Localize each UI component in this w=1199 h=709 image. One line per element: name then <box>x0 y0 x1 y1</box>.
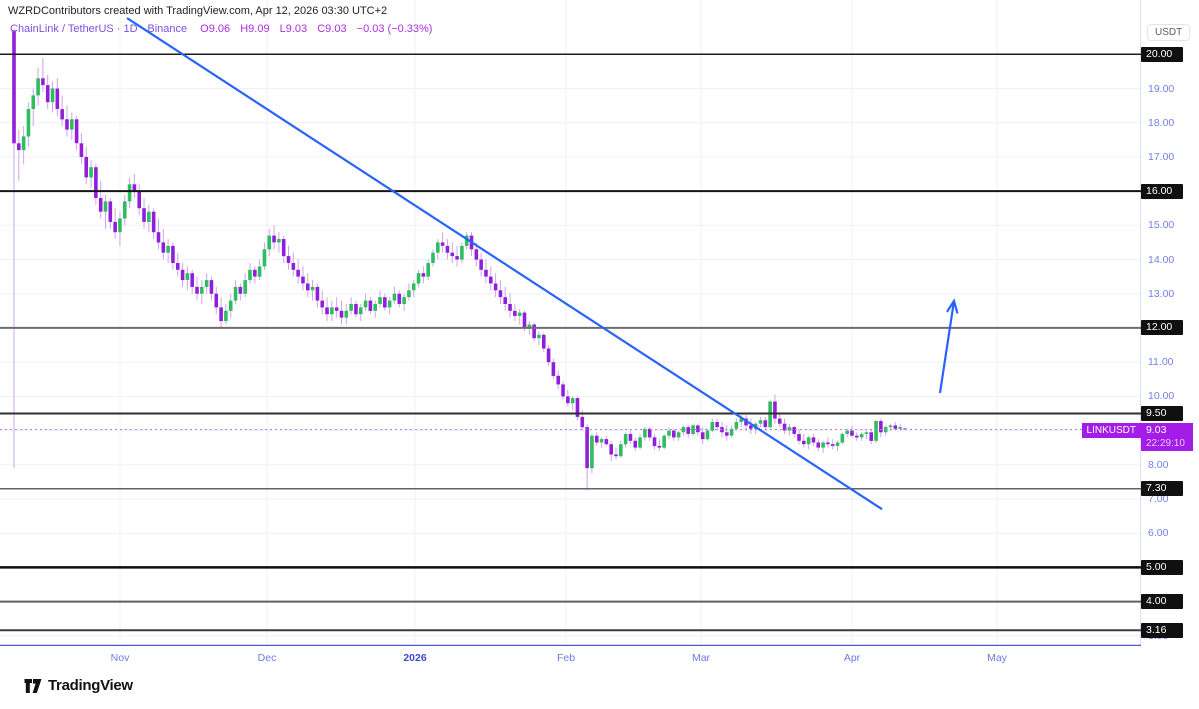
attribution-text: WZRDContributors created with TradingVie… <box>8 5 388 17</box>
price-tick-label: 7.00 <box>1148 493 1169 505</box>
levels-layer[interactable] <box>0 53 1141 632</box>
price-tick-label: 13.00 <box>1148 288 1175 300</box>
tradingview-logo[interactable]: TradingView <box>24 677 133 694</box>
price-level-badge: 16.00 <box>1141 184 1183 199</box>
symbol-bar: ChainLink / TetherUS · 1D · Binance O9.0… <box>10 23 432 35</box>
price-level-badge: 20.00 <box>1141 47 1183 62</box>
currency-toggle-button[interactable]: USDT <box>1147 24 1191 41</box>
time-axis-label: 2026 <box>403 652 427 664</box>
price-level-badge: 4.00 <box>1141 594 1183 609</box>
time-axis[interactable]: Nov Dec 2026 Feb Mar Apr May <box>0 646 1199 670</box>
price-tick-label: 8.00 <box>1148 459 1169 471</box>
tradingview-logo-text: TradingView <box>48 677 133 694</box>
bar-countdown: 22:29:10 <box>1146 438 1185 449</box>
price-level-badge: 12.00 <box>1141 320 1183 335</box>
ohlc-low: L9.03 <box>279 23 308 35</box>
price-level-badge: 9.50 <box>1141 406 1183 421</box>
price-level-badge: 3.16 <box>1141 623 1183 638</box>
tradingview-logo-icon <box>24 678 42 693</box>
price-tick-label: 10.00 <box>1148 390 1175 402</box>
price-level-badge: 5.00 <box>1141 560 1183 575</box>
price-tick-label: 14.00 <box>1148 254 1175 266</box>
candles-layer <box>12 28 907 491</box>
current-price-badge: 9.03 22:29:10 <box>1141 423 1193 451</box>
price-tick-label: 19.00 <box>1148 83 1175 95</box>
price-level-badge: 7.30 <box>1141 481 1183 496</box>
time-axis-label: May <box>987 652 1007 664</box>
current-price-value: 9.03 <box>1146 424 1167 436</box>
price-tick-label: 6.00 <box>1148 527 1169 539</box>
grid-layer <box>0 0 1141 645</box>
time-axis-label: Nov <box>110 652 130 664</box>
symbol-title[interactable]: ChainLink / TetherUS · 1D · Binance <box>10 23 188 35</box>
time-axis-label: Dec <box>257 652 277 664</box>
price-tick-label: 18.00 <box>1148 117 1175 129</box>
ohlc-close: C9.03 <box>317 23 347 35</box>
trendline[interactable] <box>126 17 883 511</box>
time-axis-label: Mar <box>691 652 711 664</box>
price-tick-label: 17.00 <box>1148 151 1175 163</box>
time-axis-label: Feb <box>556 652 576 664</box>
time-axis-label: Apr <box>843 652 861 664</box>
price-line-symbol-label: LINKUSDT <box>1081 423 1141 438</box>
price-axis[interactable]: USDT 19.00 18.00 17.00 15.00 14.00 13.00 11.00… <box>1141 0 1199 646</box>
price-tick-label: 15.00 <box>1148 219 1175 231</box>
price-tick-label: 11.00 <box>1148 356 1174 368</box>
trend-arrow[interactable] <box>938 298 959 394</box>
ohlc-open: O9.06 <box>200 23 231 35</box>
ohlc-high: H9.09 <box>240 23 270 35</box>
change-value: −0.03 (−0.33%) <box>356 23 433 35</box>
